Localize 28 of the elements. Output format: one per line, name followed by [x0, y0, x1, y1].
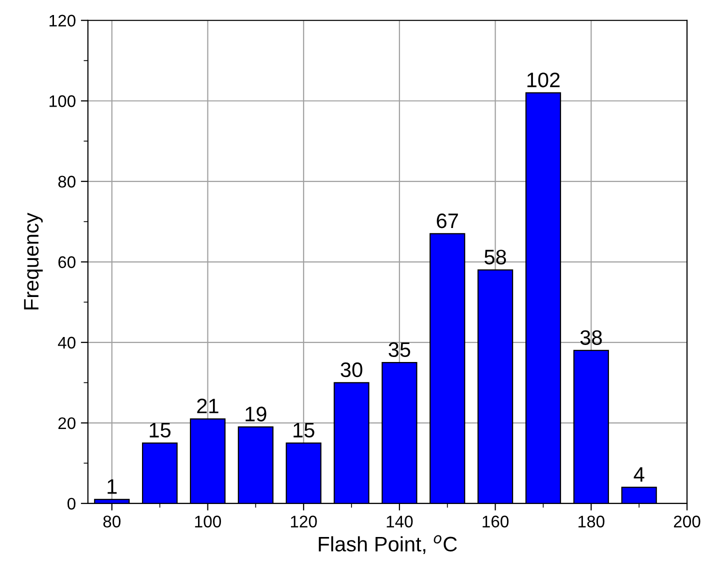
data-label: 1 [108, 479, 117, 494]
y-axis-title: Frequency [24, 212, 43, 310]
y-tick-label: 120 [50, 14, 76, 27]
x-tick-label: 120 [290, 516, 317, 528]
x-tick-label: 100 [195, 516, 221, 528]
data-label: 4 [634, 467, 644, 482]
y-tick-label: 40 [58, 336, 76, 349]
x-tick-label: 80 [103, 516, 120, 528]
data-label: 19 [246, 406, 266, 422]
x-axis-title: Flash Point, $^{o}$C [318, 535, 457, 554]
x-tick-label: 140 [386, 516, 413, 528]
y-tick-label: 80 [58, 176, 76, 188]
data-label: 21 [197, 398, 218, 414]
data-label: 67 [436, 213, 458, 228]
data-label: 38 [580, 330, 602, 345]
x-tick-label: 180 [578, 516, 604, 528]
data-label: 30 [340, 362, 362, 378]
data-label: 58 [484, 250, 506, 264]
y-tick-label: 60 [58, 256, 76, 268]
y-tick-label: 100 [50, 95, 76, 108]
data-label: 35 [388, 342, 410, 358]
y-tick-label: 20 [58, 417, 76, 430]
x-tick-label: 160 [482, 516, 509, 528]
data-label: 15 [294, 423, 314, 438]
data-label: 15 [150, 423, 171, 438]
data-label: 102 [527, 72, 560, 88]
x-tick-label: 200 [674, 516, 700, 528]
y-tick-label: 0 [67, 498, 76, 510]
